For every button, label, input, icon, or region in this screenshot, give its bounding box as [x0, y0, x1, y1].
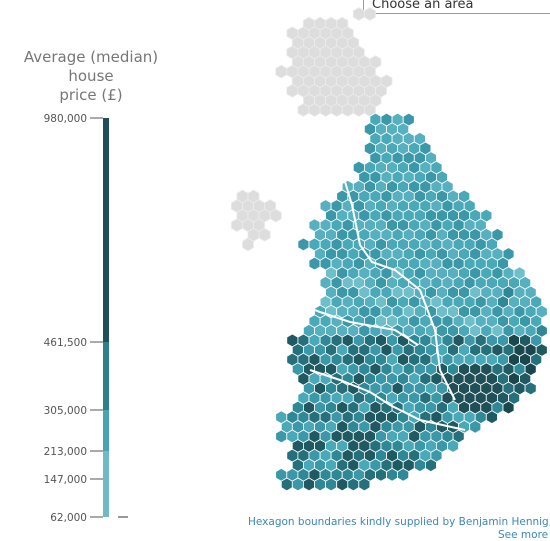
area-hexagon[interactable] [413, 458, 426, 473]
area-hexagon[interactable] [258, 227, 271, 242]
area-hexagon[interactable] [330, 103, 343, 117]
area-hexagon[interactable] [297, 237, 310, 252]
area-hexagon[interactable] [275, 429, 288, 444]
area-hexagon[interactable] [364, 7, 376, 21]
area-hexagon[interactable] [314, 477, 326, 492]
legend-tick-label: 147,000 [44, 474, 87, 486]
area-hexagon[interactable] [303, 477, 315, 492]
area-hexagon[interactable] [524, 381, 537, 396]
area-select[interactable]: Choose an area [363, 0, 550, 14]
legend-title-line1: Average (median) house [23, 48, 159, 85]
area-hexagon[interactable] [280, 477, 293, 492]
area-hexagon[interactable] [308, 103, 321, 117]
legend-tick-label: 213,000 [44, 446, 87, 458]
area-hexagon[interactable] [386, 467, 398, 482]
area-hexagon[interactable] [485, 410, 498, 425]
price-legend: 980,000 461,500 305,000 213,000 147,000 62,00… [44, 113, 128, 524]
area-hexagon[interactable] [352, 7, 365, 21]
region-boundary [419, 289, 456, 401]
legend-scale-segment [103, 342, 109, 410]
area-hexagon[interactable] [347, 477, 360, 492]
legend-title-line2: price (£) [59, 86, 123, 104]
area-hexagon[interactable] [325, 477, 338, 492]
legend-scale-segment [103, 118, 109, 342]
area-hexagon[interactable] [269, 208, 282, 223]
area-hexagon[interactable] [231, 218, 243, 233]
area-hexagon[interactable] [397, 467, 410, 482]
area-hexagon[interactable] [375, 467, 387, 482]
credit-note: Hexagon boundaries kindly supplied by Be… [248, 516, 550, 528]
area-hexagon[interactable] [352, 103, 365, 117]
area-hexagon[interactable] [297, 103, 310, 117]
area-hexagon[interactable] [286, 83, 299, 98]
legend-tick-label: 980,000 [44, 113, 87, 125]
legend-scale-segment [103, 451, 109, 517]
legend-scale-segment [103, 410, 109, 451]
hexagon-map[interactable] [190, 0, 550, 510]
legend-tick-label: 305,000 [44, 405, 87, 417]
area-hexagon[interactable] [425, 458, 437, 473]
area-hexagon[interactable] [336, 477, 349, 492]
area-hexagon[interactable] [319, 103, 332, 117]
area-hexagon[interactable] [308, 256, 321, 271]
see-more-link[interactable]: See more [498, 529, 549, 541]
area-hexagon[interactable] [502, 400, 515, 415]
legend-title: Average (median) house price (£) [0, 48, 182, 105]
region-boundary [339, 164, 421, 291]
area-hexagon[interactable] [447, 439, 459, 453]
legend-tick-label: 461,500 [44, 337, 87, 349]
region-boundary [309, 369, 466, 431]
area-hexagon[interactable] [242, 237, 254, 252]
area-hexagon[interactable] [291, 477, 304, 492]
area-hexagon[interactable] [469, 419, 482, 434]
area-hexagon[interactable] [275, 64, 288, 79]
legend-tick-label: 62,000 [50, 512, 87, 524]
area-hexagon[interactable] [358, 477, 371, 492]
area-hexagon[interactable] [341, 103, 354, 117]
region-boundary [289, 299, 419, 346]
